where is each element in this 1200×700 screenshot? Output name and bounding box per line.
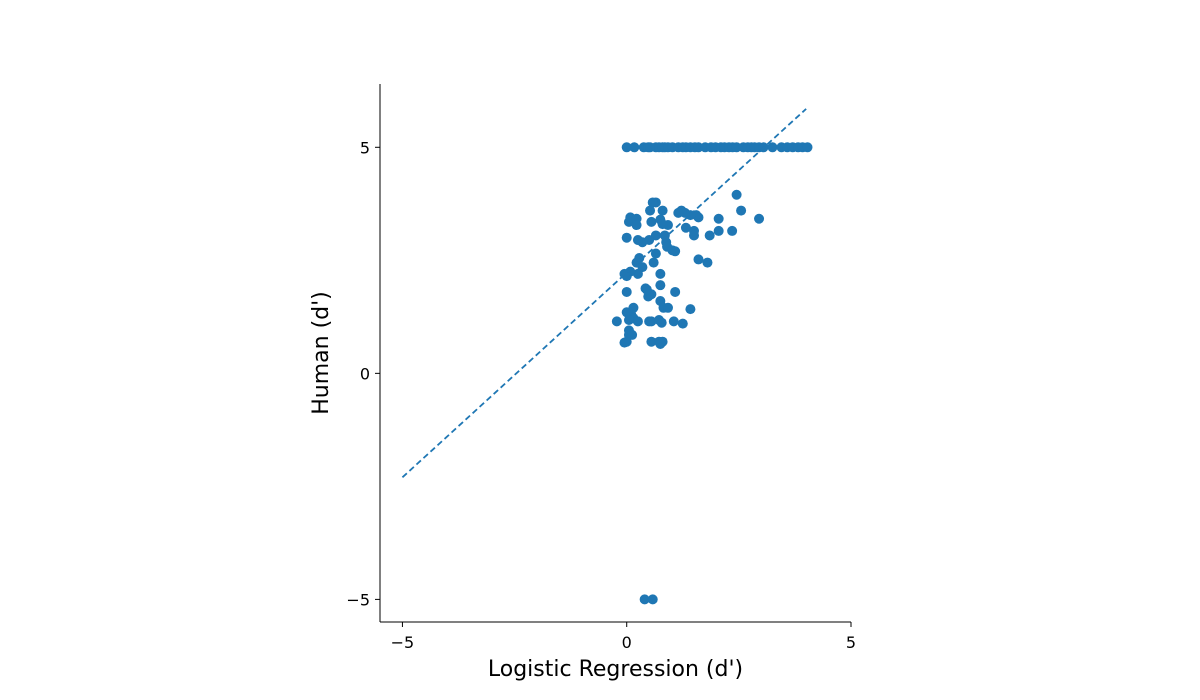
data-point bbox=[704, 230, 715, 241]
x-tick-label: 0 bbox=[622, 633, 632, 652]
data-point bbox=[646, 216, 657, 227]
data-point bbox=[680, 222, 691, 233]
data-point bbox=[646, 336, 657, 347]
data-point bbox=[657, 219, 668, 230]
x-tick-label: −5 bbox=[391, 633, 415, 652]
data-point bbox=[632, 234, 643, 245]
data-point bbox=[713, 213, 724, 224]
data-point bbox=[621, 336, 632, 347]
data-point bbox=[632, 316, 643, 327]
y-tick-label: −5 bbox=[346, 590, 370, 609]
data-point bbox=[754, 213, 765, 224]
y-axis-ticks: −5 0 5 bbox=[346, 138, 380, 609]
data-point bbox=[641, 284, 652, 295]
data-point bbox=[702, 257, 713, 268]
y-tick-label: 0 bbox=[360, 364, 370, 383]
data-point bbox=[639, 594, 650, 605]
data-point bbox=[656, 317, 667, 328]
reference-line bbox=[401, 108, 807, 478]
data-point bbox=[650, 248, 661, 259]
data-point bbox=[645, 205, 656, 216]
data-point bbox=[647, 594, 658, 605]
data-point bbox=[731, 189, 742, 200]
data-point bbox=[670, 286, 681, 297]
data-point bbox=[685, 304, 696, 315]
data-point bbox=[668, 316, 679, 327]
data-point bbox=[621, 232, 632, 243]
x-axis-label: Logistic Regression (d') bbox=[488, 657, 743, 682]
data-point bbox=[632, 268, 643, 279]
data-point bbox=[767, 142, 778, 153]
data-point bbox=[713, 225, 724, 236]
data-point bbox=[655, 280, 666, 291]
data-point bbox=[693, 254, 704, 265]
data-point bbox=[655, 338, 666, 349]
data-point bbox=[677, 318, 688, 329]
data-point bbox=[689, 230, 699, 241]
y-axis-label: Human (d') bbox=[309, 291, 334, 415]
data-point bbox=[623, 314, 634, 325]
data-point bbox=[662, 302, 673, 313]
data-point bbox=[647, 197, 658, 208]
data-point bbox=[621, 142, 632, 153]
data-point bbox=[611, 316, 622, 327]
data-point bbox=[670, 246, 681, 257]
x-tick-label: 5 bbox=[846, 633, 856, 652]
x-axis-ticks: −5 0 5 bbox=[391, 622, 856, 652]
data-point bbox=[736, 205, 747, 216]
data-point bbox=[627, 329, 638, 340]
y-tick-label: 5 bbox=[360, 138, 370, 157]
data-point bbox=[631, 220, 642, 231]
data-point bbox=[646, 316, 657, 327]
data-point bbox=[727, 225, 738, 236]
data-point bbox=[802, 142, 813, 153]
data-point bbox=[655, 268, 666, 279]
data-point bbox=[673, 207, 684, 218]
data-point bbox=[621, 286, 632, 297]
data-point bbox=[648, 257, 659, 268]
data-points bbox=[611, 142, 813, 605]
data-point bbox=[657, 205, 668, 216]
data-point bbox=[629, 142, 640, 153]
